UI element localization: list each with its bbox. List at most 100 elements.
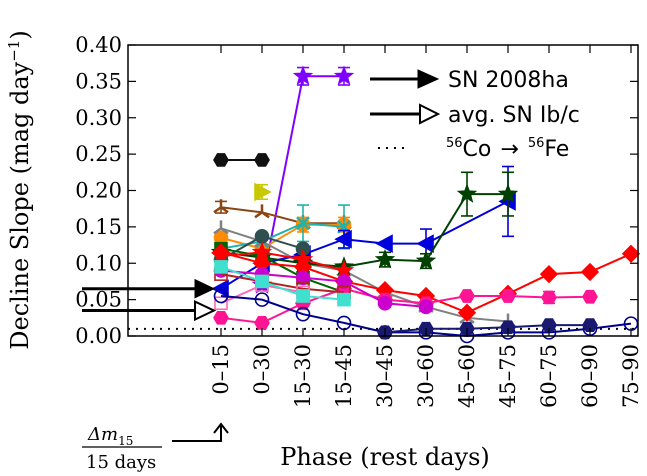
- data-point: [336, 274, 352, 289]
- data-point: [254, 316, 270, 330]
- series-line: [220, 287, 591, 324]
- data-point: [254, 153, 270, 167]
- data-point: [254, 229, 270, 244]
- x-tick-label: 0–30: [250, 344, 274, 395]
- series-line: [220, 193, 508, 268]
- series: [214, 260, 351, 307]
- x-tick-label: 30–45: [373, 344, 397, 408]
- data-point: [292, 65, 314, 85]
- data-point: [333, 65, 355, 85]
- data-point: [213, 220, 229, 235]
- data-point: [296, 289, 310, 303]
- avg-ibc-level-arrowhead: [194, 299, 217, 322]
- legend-arrowhead-filled: [417, 69, 440, 89]
- y-tick-label: 0.25: [75, 142, 122, 166]
- x-tick-label: 60–90: [578, 344, 602, 408]
- data-point: [377, 295, 393, 311]
- y-tick-label: 0.40: [75, 33, 122, 57]
- y-tick-label: 0.15: [75, 215, 122, 239]
- series-line: [220, 247, 345, 294]
- legend-label-avg-ibc: avg. SN Ib/c: [448, 103, 580, 128]
- plot-frame: [127, 44, 639, 337]
- legend-arrowhead-open: [419, 103, 441, 125]
- x-tick-label: 30–60: [414, 344, 438, 408]
- y-axis-label-main: Decline Slope (mag day: [6, 61, 34, 349]
- data-point: [621, 244, 641, 263]
- series-line: [220, 273, 345, 294]
- data-point: [497, 183, 519, 203]
- delta-m15-subscript: 15: [118, 434, 133, 448]
- annotation-layer: Δm15 15 days: [82, 278, 229, 473]
- y-tick-label: 0.05: [75, 288, 122, 312]
- y-tick-label: 0.10: [75, 251, 122, 275]
- data-point: [500, 289, 516, 303]
- series-line: [220, 222, 345, 250]
- x-tick-label: 15–45: [332, 344, 356, 408]
- data-point: [214, 296, 228, 311]
- legend-label-sn2008ha: SN 2008ha: [448, 68, 569, 93]
- y-axis-label-exponent: −1: [5, 40, 23, 62]
- data-point: [582, 318, 598, 332]
- legend-cobalt-mass-2: 56: [528, 136, 545, 151]
- data-point: [375, 234, 393, 253]
- x-tick-label: 45–60: [455, 344, 479, 408]
- data-point: [255, 274, 269, 289]
- data-point: [415, 250, 437, 270]
- data-point: [457, 303, 477, 322]
- delta-m15-denominator: 15 days: [86, 452, 156, 473]
- data-point: [334, 229, 352, 249]
- series: [214, 241, 351, 300]
- y-tick-label: 0.35: [75, 69, 122, 93]
- data-point: [337, 292, 351, 307]
- delta-m15-pointer-arrow: [172, 426, 222, 442]
- series-line: [220, 251, 345, 272]
- series: [254, 182, 272, 202]
- y-axis-label-close: ): [6, 30, 34, 39]
- data-point: [582, 289, 598, 304]
- y-tick-label: 0.30: [75, 106, 122, 130]
- series-line: [220, 206, 344, 225]
- x-tick-label: 15–30: [291, 344, 315, 408]
- data-point: [374, 248, 396, 269]
- x-tick-label: 60–75: [537, 344, 561, 408]
- data-point: [418, 299, 434, 315]
- data-point: [254, 292, 270, 307]
- series-line: [220, 265, 345, 301]
- data-point: [296, 216, 310, 231]
- y-tick-label: 0.20: [75, 179, 122, 203]
- data-point: [214, 260, 228, 274]
- delta-m15-symbol: Δm: [87, 424, 118, 445]
- data-point: [500, 320, 516, 335]
- series: [214, 204, 351, 256]
- data-point: [541, 290, 557, 305]
- data-point: [254, 204, 270, 219]
- legend: SN 2008ha avg. SN Ib/c 56Co → 56Fe: [370, 68, 580, 162]
- legend-cobalt-element-2: Fe: [544, 137, 569, 162]
- data-point: [541, 318, 557, 332]
- data-point: [539, 265, 559, 284]
- legend-cobalt-element-1: Co: [463, 137, 492, 162]
- series: [213, 153, 270, 167]
- x-tick-label: 0–15: [209, 344, 233, 395]
- x-tick-label: 45–75: [496, 344, 520, 408]
- data-point: [213, 199, 229, 214]
- data-point: [213, 288, 229, 304]
- data-point: [580, 262, 600, 282]
- data-point: [254, 182, 272, 202]
- y-tick-label: 0.00: [75, 324, 122, 348]
- legend-cobalt-mass-1: 56: [446, 136, 463, 151]
- data-point: [416, 234, 434, 253]
- x-axis-label: Phase (rest days): [280, 443, 490, 471]
- data-point: [456, 183, 478, 203]
- data-point: [213, 153, 229, 167]
- data-point: [295, 306, 311, 322]
- data-point: [213, 310, 229, 325]
- delta-m15-numerator: Δm15: [87, 424, 133, 448]
- x-tick-label: 75–90: [619, 344, 643, 408]
- legend-label-cobalt: 56Co → 56Fe: [446, 136, 569, 162]
- data-point: [459, 289, 475, 303]
- delta-m15-pointer-arrowhead: [213, 422, 229, 434]
- y-axis-label: Decline Slope (mag day−1): [5, 30, 34, 349]
- data-point: [295, 270, 311, 286]
